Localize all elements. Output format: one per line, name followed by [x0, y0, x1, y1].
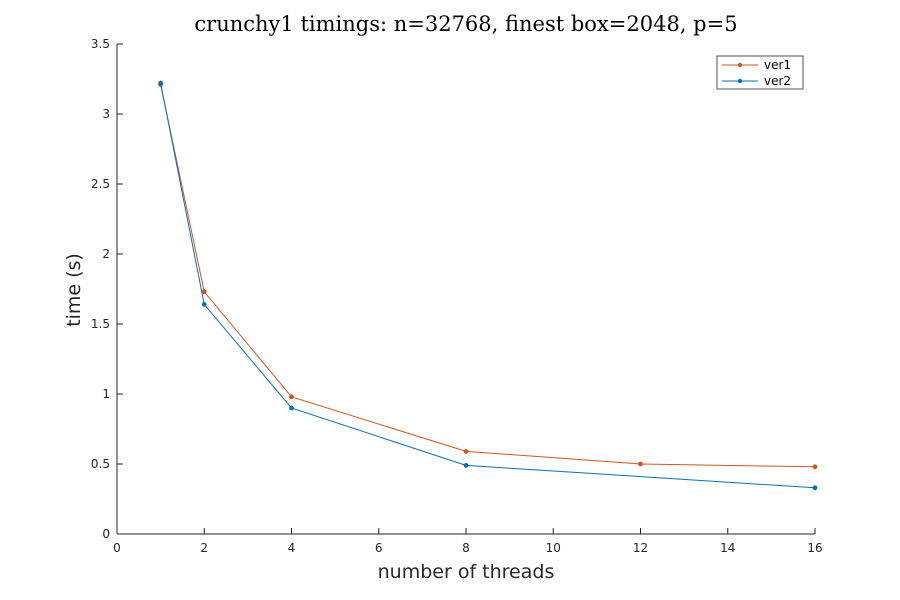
series-layer [158, 80, 818, 491]
y-tick-label: 1.5 [91, 317, 110, 331]
y-axis-ticks: 0 0.5 1 1.5 2 2.5 3 3.5 [91, 37, 123, 541]
x-tick-label: 14 [720, 541, 735, 555]
legend-label-ver2: ver2 [764, 74, 791, 88]
data-point-ver2 [463, 463, 469, 468]
x-axis-ticks: 0 2 4 6 8 10 12 14 16 [113, 528, 823, 555]
y-tick-label: 2.5 [91, 177, 110, 191]
y-tick-label: 2 [102, 247, 110, 261]
series-line-ver1 [160, 84, 816, 468]
x-tick-label: 8 [462, 541, 470, 555]
data-point-ver1 [812, 464, 818, 470]
x-tick-label: 16 [807, 541, 822, 555]
data-point-ver1 [201, 289, 207, 295]
data-point-ver1 [638, 461, 643, 467]
legend: ver1 ver2 [716, 55, 804, 90]
data-point-ver2 [201, 302, 207, 307]
data-point-ver2 [812, 485, 818, 491]
y-tick-label: 0 [102, 527, 110, 541]
legend-box [716, 55, 804, 90]
chart-title: crunchy1 timings: n=32768, finest box=20… [194, 12, 737, 36]
y-tick-label: 0.5 [91, 457, 110, 471]
data-point-ver1 [289, 394, 294, 400]
y-axis-label: time (s) [63, 253, 85, 327]
y-tick-label: 1 [102, 387, 110, 401]
x-tick-label: 12 [633, 541, 648, 555]
data-point-ver2 [289, 405, 294, 411]
x-tick-label: 2 [200, 541, 208, 555]
x-tick-label: 6 [375, 541, 383, 555]
legend-entries: ver1 ver2 [722, 58, 791, 88]
y-tick-label: 3 [102, 107, 110, 121]
x-tick-label: 10 [546, 541, 561, 555]
data-point-ver2 [158, 80, 164, 86]
y-tick-label: 3.5 [91, 37, 110, 51]
legend-marker-ver1 [737, 62, 743, 68]
legend-marker-ver2 [737, 78, 743, 84]
x-tick-label: 4 [288, 541, 296, 555]
legend-label-ver1: ver1 [764, 58, 791, 72]
x-axis-label: number of threads [378, 561, 555, 583]
x-tick-label: 0 [113, 541, 121, 555]
data-point-ver1 [463, 449, 469, 454]
